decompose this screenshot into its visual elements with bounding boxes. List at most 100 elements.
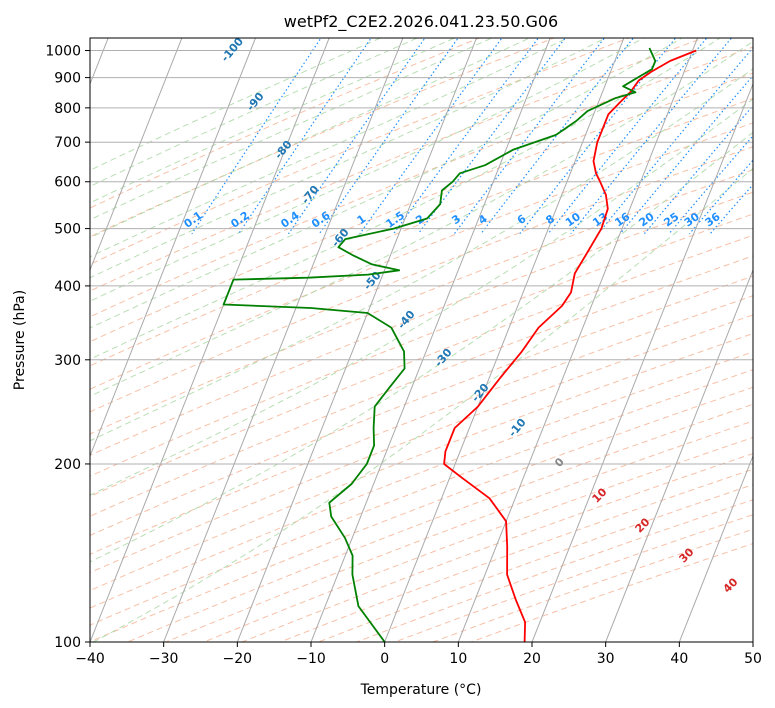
dry-adiabat	[393, 514, 753, 642]
x-tick-label: 30	[597, 651, 615, 667]
isotherm	[163, 38, 404, 642]
mixing-ratio-label: 0.6	[309, 209, 333, 231]
y-tick-label: 800	[54, 101, 81, 117]
mixing-ratio-line	[597, 46, 753, 235]
moist-adiabat	[90, 38, 382, 171]
isotherm	[236, 38, 478, 642]
moist-adiabat	[90, 131, 753, 563]
dry-adiabat-label: 30	[677, 545, 697, 565]
isotherm-label: -40	[395, 308, 418, 332]
x-tick-label: −10	[296, 651, 326, 667]
isotherm	[531, 82, 753, 642]
temperature-profile	[443, 49, 697, 642]
moist-adiabat	[90, 98, 753, 496]
dry-adiabat	[90, 38, 556, 238]
moist-adiabat	[90, 38, 419, 187]
dry-adiabat	[90, 38, 481, 209]
chart-grid	[90, 38, 753, 642]
dry-adiabat	[90, 333, 753, 592]
y-tick-label: 500	[54, 222, 81, 238]
dry-adiabat	[90, 46, 753, 318]
x-tick-label: −20	[223, 651, 253, 667]
mixing-ratio-label: 36	[703, 210, 723, 230]
dry-adiabat	[90, 122, 753, 390]
axes: −40 −30 −20 −10 0 10 20 30 40 5010009008007006005…	[45, 44, 762, 667]
mixing-ratio-line	[688, 159, 753, 235]
dry-adiabat-label: 0	[552, 455, 567, 470]
mixing-ratio-line	[417, 38, 567, 235]
mixing-ratio-line	[393, 38, 540, 235]
mixing-ratio-label: 0.4	[278, 209, 302, 231]
dry-adiabat	[90, 386, 753, 642]
mixing-ratio-label: 1	[355, 212, 369, 227]
profile-lines	[222, 47, 697, 642]
isotherm	[90, 38, 183, 272]
mixing-ratio-label: 10	[563, 210, 583, 230]
y-tick-label: 600	[54, 175, 81, 191]
isotherm-label: -70	[299, 183, 322, 207]
mixing-ratio-line	[318, 38, 459, 235]
isotherm-label: -80	[272, 138, 295, 162]
dry-adiabat	[90, 369, 753, 626]
dry-adiabat	[431, 528, 753, 642]
dry-adiabat	[90, 146, 753, 413]
isotherm-label: -10	[506, 416, 529, 440]
isotherm	[90, 38, 330, 642]
isotherm	[90, 38, 257, 458]
y-tick-label: 900	[54, 71, 81, 87]
dry-adiabat	[90, 314, 753, 574]
isotherm	[752, 640, 753, 642]
dry-adiabat	[355, 499, 753, 642]
dry-adiabat	[90, 72, 753, 343]
dry-adiabat	[90, 295, 753, 555]
mixing-ratio-line	[619, 74, 753, 235]
mixing-ratio-label: 3	[449, 212, 463, 227]
isotherm	[384, 38, 625, 642]
dry-adiabat	[90, 191, 753, 456]
dry-adiabat	[90, 38, 631, 265]
dry-adiabat-label: 40	[721, 575, 741, 595]
isotherm-label: -100	[218, 35, 246, 65]
mixing-ratio-label: 0.1	[181, 209, 204, 231]
x-tick-label: 20	[523, 651, 541, 667]
dry-adiabat	[202, 436, 753, 642]
y-tick-label: 300	[54, 353, 81, 369]
mixing-ratio-line	[709, 183, 753, 235]
y-tick-label: 200	[54, 457, 81, 473]
plot-frame	[89, 37, 754, 643]
dry-adiabat	[90, 351, 753, 609]
dewpoint-profile	[222, 47, 657, 642]
mixing-ratio-label: 20	[637, 210, 657, 230]
isotherm	[678, 454, 753, 642]
dry-adiabat-label: 20	[633, 515, 653, 535]
isotherm	[605, 268, 753, 642]
mixing-ratio-line	[570, 38, 733, 235]
isotherm	[457, 38, 699, 642]
dry-adiabat	[317, 484, 753, 642]
dry-adiabat	[278, 468, 753, 642]
dry-adiabat	[469, 543, 753, 642]
moist-adiabat	[90, 38, 569, 258]
mixing-ratio-line	[191, 38, 322, 235]
mixing-ratio-line	[359, 38, 503, 235]
y-tick-label: 1000	[45, 44, 81, 60]
mixing-ratio-label: 6	[515, 212, 529, 227]
isotherm	[310, 38, 551, 642]
dry-adiabat	[90, 234, 753, 497]
y-tick-label: 100	[54, 635, 81, 651]
x-tick-label: 0	[380, 651, 389, 667]
mixing-ratio-line	[453, 38, 606, 235]
chart-title: wetPf2_C2E2.2026.041.23.50.G06	[284, 12, 558, 32]
x-tick-label: −40	[75, 651, 105, 667]
moist-adiabat	[90, 38, 531, 239]
moist-adiabat	[93, 167, 753, 642]
dry-adiabat	[90, 275, 753, 536]
dry-adiabat	[90, 213, 753, 477]
x-tick-label: 10	[449, 651, 467, 667]
mixing-ratio-line	[668, 134, 753, 235]
moist-adiabat	[90, 40, 753, 397]
dry-adiabat	[90, 38, 705, 292]
moist-adiabat	[90, 38, 456, 204]
x-tick-label: 40	[670, 651, 688, 667]
